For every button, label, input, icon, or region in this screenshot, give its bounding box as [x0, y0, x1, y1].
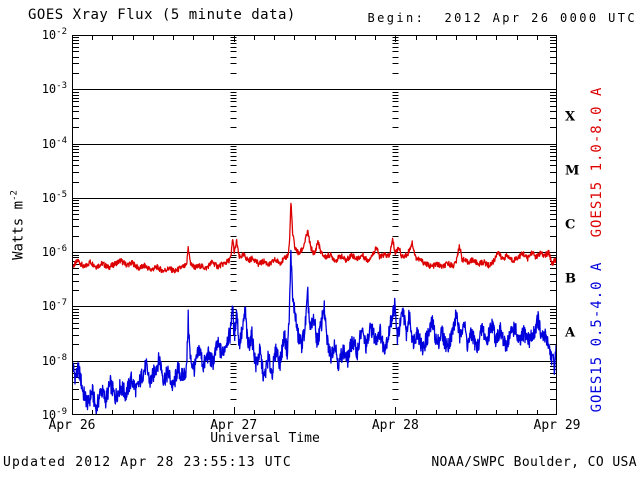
y-tick-label-1e-7: 10-7: [41, 298, 67, 314]
attribution-label: NOAA/SWPC Boulder, CO USA: [431, 455, 637, 470]
y-tick-label-1e-6: 10-6: [41, 244, 67, 260]
x-tick-label-apr26: Apr 26: [48, 418, 96, 433]
series-curve-1: [72, 249, 557, 415]
x-tick-label-apr29: Apr 29: [533, 418, 581, 433]
updated-timestamp: Updated 2012 Apr 28 23:55:13 UTC: [3, 455, 292, 470]
flare-class-c: C: [565, 217, 576, 233]
series-label-short-wavelength: GOES15 0.5-4.0 A: [589, 261, 605, 413]
y-tick-label-1e-5: 10-5: [41, 189, 67, 205]
flare-class-x: X: [565, 109, 576, 125]
begin-timestamp-label: Begin: 2012 Apr 26 0000 UTC: [367, 11, 637, 25]
x-axis-label: Universal Time: [210, 431, 320, 446]
x-tick-label-apr27: Apr 27: [210, 418, 258, 433]
chart-title: GOES Xray Flux (5 minute data): [28, 7, 296, 23]
y-axis-label-exponent: -2: [9, 190, 20, 201]
series-curve-0: [72, 202, 557, 274]
x-tick-label-apr28: Apr 28: [371, 418, 419, 433]
y-tick-label-1e-2: 10-2: [41, 27, 67, 42]
flare-class-a: A: [565, 325, 576, 341]
y-tick-label-1e-9: 10-9: [41, 407, 67, 422]
flare-class-m: M: [565, 163, 580, 179]
y-tick-label-1e-4: 10-4: [41, 135, 67, 151]
flare-class-b: B: [565, 271, 576, 287]
y-tick-label-1e-8: 10-8: [41, 352, 67, 368]
y-tick-label-1e-3: 10-3: [41, 81, 67, 97]
series-label-long-wavelength: GOES15 1.0-8.0 A: [589, 86, 605, 238]
